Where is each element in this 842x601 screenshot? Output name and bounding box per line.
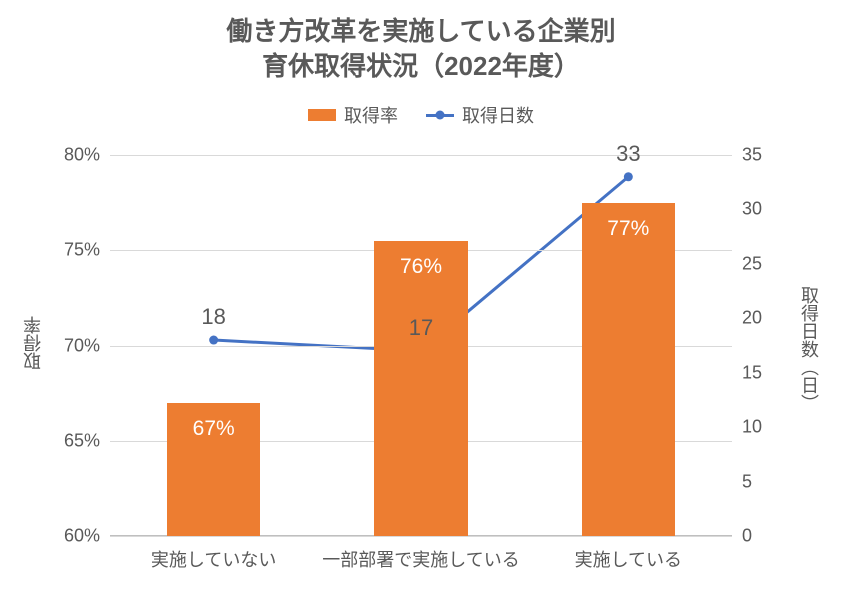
legend: 取得率 取得日数 — [0, 102, 842, 128]
xtick-label: 実施していない — [151, 536, 276, 572]
ytick-right: 30 — [732, 199, 762, 220]
line-marker — [624, 172, 633, 181]
ytick-left: 60% — [64, 526, 110, 547]
bar-value-label: 67% — [167, 417, 260, 441]
line-value-label: 18 — [201, 304, 225, 330]
xtick-label: 一部部署で実施している — [322, 536, 519, 572]
xtick-label: 実施している — [575, 536, 682, 572]
y-axis-label-left: 取得率 — [20, 316, 46, 370]
ytick-right: 20 — [732, 308, 762, 329]
legend-item-line: 取得日数 — [426, 102, 534, 128]
ytick-right: 35 — [732, 145, 762, 166]
line-value-label: 17 — [409, 315, 433, 341]
ytick-left: 75% — [64, 240, 110, 261]
ytick-right: 10 — [732, 417, 762, 438]
y-axis-label-right: 取得日数（日） — [796, 286, 822, 412]
bar-value-label: 76% — [374, 255, 467, 279]
bar: 77% — [582, 203, 675, 536]
chart-title: 働き方改革を実施している企業別 育休取得状況（2022年度） — [0, 14, 842, 84]
ytick-left: 80% — [64, 145, 110, 166]
bar: 67% — [167, 403, 260, 536]
legend-label-bar: 取得率 — [344, 102, 398, 128]
bar: 76% — [374, 241, 467, 536]
chart-title-line2: 育休取得状況（2022年度） — [0, 49, 842, 84]
legend-swatch-bar — [308, 109, 336, 121]
ytick-left: 70% — [64, 335, 110, 356]
legend-label-line: 取得日数 — [462, 102, 534, 128]
chart-container: 働き方改革を実施している企業別 育休取得状況（2022年度） 取得率 取得日数 … — [0, 0, 842, 601]
ytick-right: 25 — [732, 253, 762, 274]
chart-title-line1: 働き方改革を実施している企業別 — [0, 14, 842, 49]
bar-value-label: 77% — [582, 217, 675, 241]
plot-area: 60%65%70%75%80%0510152025303567%76%77%実施… — [110, 155, 732, 536]
ytick-left: 65% — [64, 430, 110, 451]
line-value-label: 33 — [616, 141, 640, 167]
legend-item-bar: 取得率 — [308, 102, 398, 128]
legend-swatch-line — [426, 114, 454, 117]
ytick-right: 5 — [732, 471, 752, 492]
ytick-right: 0 — [732, 526, 752, 547]
line-marker — [209, 336, 218, 345]
ytick-right: 15 — [732, 362, 762, 383]
